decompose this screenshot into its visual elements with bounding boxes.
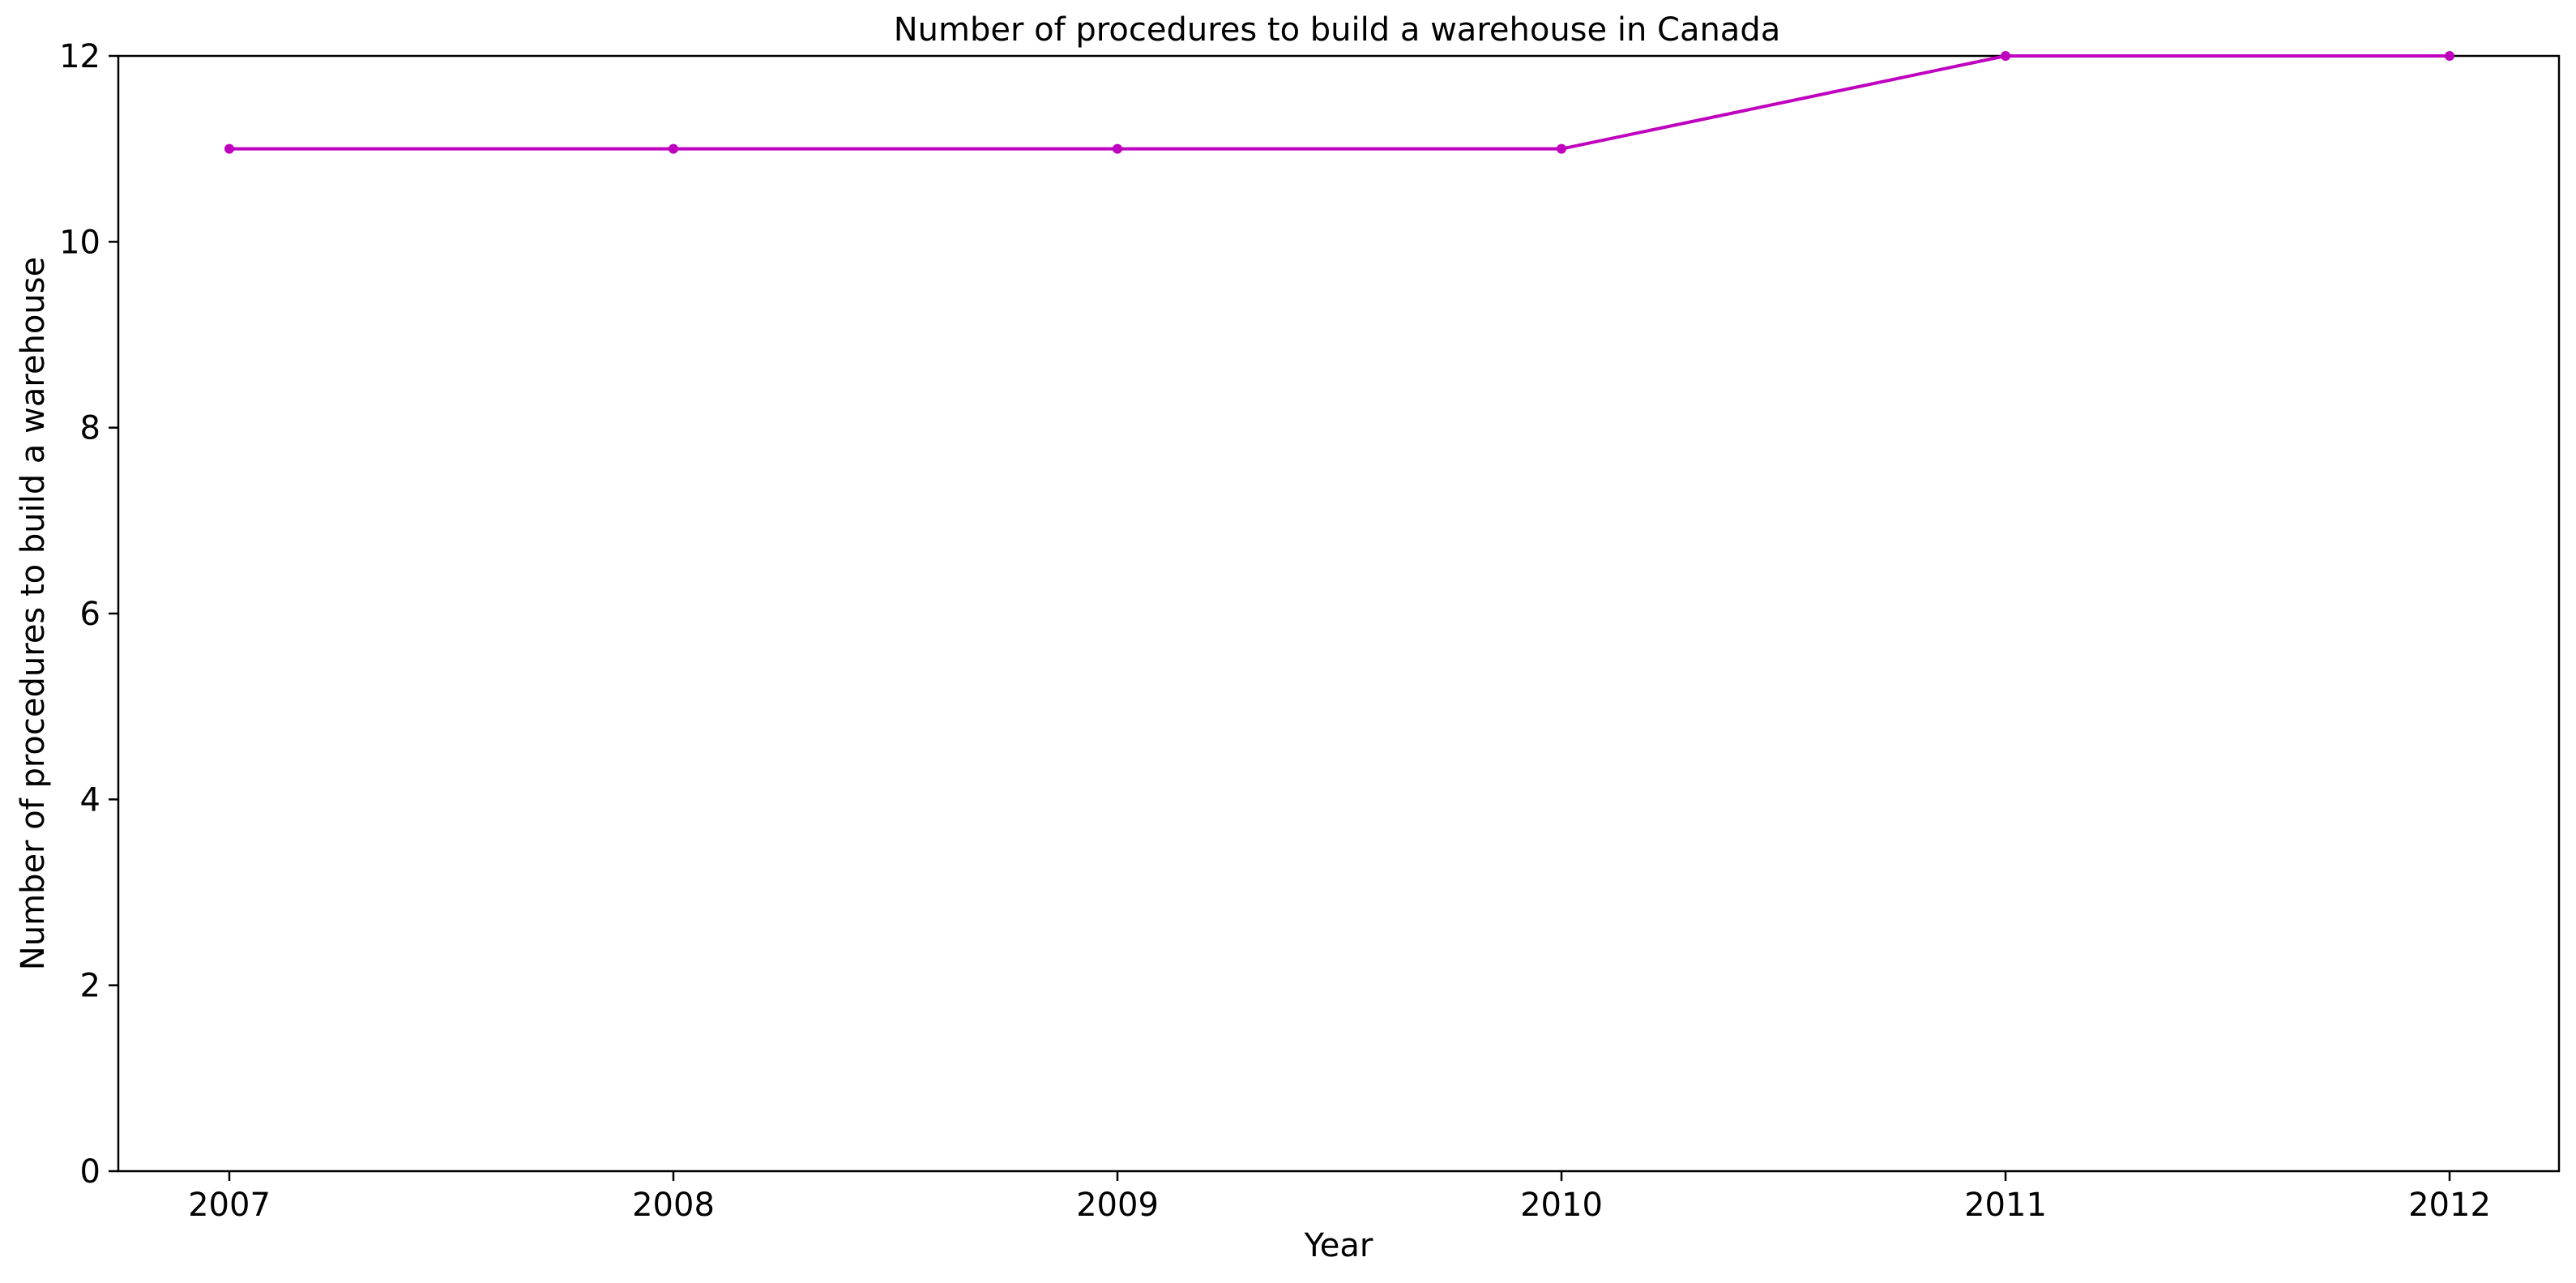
y-tick-label: 6: [80, 596, 100, 633]
y-tick-label: 0: [80, 1153, 100, 1191]
data-point: [2001, 51, 2010, 61]
y-tick-label: 4: [80, 781, 100, 819]
data-point: [1557, 143, 1566, 154]
y-tick-label: 10: [59, 224, 100, 261]
chart-title: Number of procedures to build a warehous…: [894, 11, 1780, 49]
y-tick-label: 8: [80, 410, 100, 447]
x-tick-label: 2007: [188, 1187, 271, 1224]
data-point: [669, 143, 678, 154]
series-layer: [224, 51, 2454, 154]
y-tick-label: 12: [59, 38, 100, 75]
x-tick-label: 2008: [632, 1187, 715, 1224]
x-axis-label: Year: [1304, 1227, 1373, 1264]
x-tick-label: 2012: [2408, 1187, 2491, 1224]
x-tick-label: 2011: [1964, 1187, 2047, 1224]
x-axis: 2007 2008 2009 2010 2011 2012: [188, 1171, 2491, 1224]
data-point: [2445, 51, 2454, 61]
data-point: [1113, 143, 1122, 154]
series-line: [229, 54, 2450, 151]
x-tick-label: 2009: [1076, 1187, 1159, 1224]
x-tick-label: 2010: [1520, 1187, 1603, 1224]
y-axis: 0 2 4 6 8 10 12: [59, 38, 118, 1191]
y-axis-label: Number of procedures to build a warehous…: [15, 257, 52, 970]
data-point: [224, 143, 234, 154]
y-tick-label: 2: [80, 968, 100, 1005]
